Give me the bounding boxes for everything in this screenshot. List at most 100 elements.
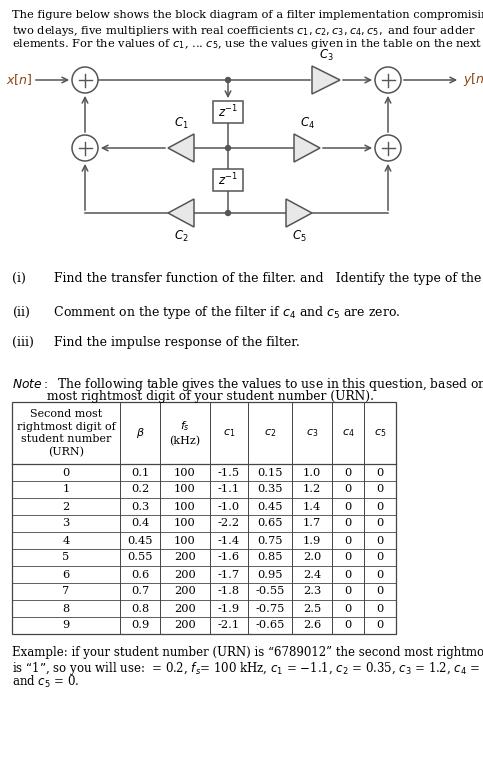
Text: 3: 3 — [62, 518, 70, 528]
Text: Example: if your student number (URN) is “6789012” the second most rightmost dig: Example: if your student number (URN) is… — [12, 646, 483, 659]
Text: 100: 100 — [174, 502, 196, 511]
Text: 0.45: 0.45 — [257, 502, 283, 511]
Text: 200: 200 — [174, 552, 196, 562]
Text: $z^{-1}$: $z^{-1}$ — [218, 172, 238, 188]
Text: 1.4: 1.4 — [303, 502, 321, 511]
Text: $f_s$
(kHz): $f_s$ (kHz) — [170, 419, 200, 446]
Text: -1.8: -1.8 — [218, 587, 240, 597]
FancyBboxPatch shape — [213, 101, 243, 123]
Text: 9: 9 — [62, 621, 70, 631]
Text: 0: 0 — [376, 587, 384, 597]
Text: 0: 0 — [344, 535, 352, 545]
Text: 0.95: 0.95 — [257, 570, 283, 580]
Text: $c_5$: $c_5$ — [374, 427, 386, 439]
Text: $C_4$: $C_4$ — [299, 116, 314, 131]
Text: (ii)      Comment on the type of the filter if $c_4$ and $c_5$ are zero.: (ii) Comment on the type of the filter i… — [12, 304, 400, 321]
Text: $c_4$: $c_4$ — [341, 427, 355, 439]
Text: 0.2: 0.2 — [131, 485, 149, 495]
Text: 0.75: 0.75 — [257, 535, 283, 545]
Text: (iii)     Find the impulse response of the filter.: (iii) Find the impulse response of the f… — [12, 336, 300, 349]
Text: $C_3$: $C_3$ — [319, 48, 333, 63]
Text: 0.4: 0.4 — [131, 518, 149, 528]
Circle shape — [375, 67, 401, 93]
Text: 0: 0 — [344, 570, 352, 580]
Text: $c_3$: $c_3$ — [306, 427, 318, 439]
Text: 0: 0 — [344, 485, 352, 495]
Text: 0: 0 — [344, 621, 352, 631]
Text: 0: 0 — [344, 604, 352, 614]
Text: 0: 0 — [344, 518, 352, 528]
Text: 0.1: 0.1 — [131, 468, 149, 478]
Text: -1.7: -1.7 — [218, 570, 240, 580]
Bar — [12, 402, 396, 634]
Text: 0: 0 — [344, 587, 352, 597]
Text: 1.0: 1.0 — [303, 468, 321, 478]
Text: is “1”, so you will use:  = 0.2, $f_s$= 100 kHz, $c_1$ = $-$1.1, $c_2$ = 0.35, $: is “1”, so you will use: = 0.2, $f_s$= 1… — [12, 660, 483, 677]
Text: 0: 0 — [344, 552, 352, 562]
Text: 100: 100 — [174, 468, 196, 478]
Text: 0: 0 — [344, 502, 352, 511]
Text: 0: 0 — [376, 485, 384, 495]
Text: 2.3: 2.3 — [303, 587, 321, 597]
Text: (i)       Find the transfer function of the filter. and   Identify the type of t: (i) Find the transfer function of the fi… — [12, 272, 483, 285]
Text: $\beta$: $\beta$ — [136, 426, 144, 440]
Text: $\it{Note:}$  The following table gives the values to use in this question, base: $\it{Note:}$ The following table gives t… — [12, 376, 483, 393]
Text: 0: 0 — [376, 552, 384, 562]
Text: 2.4: 2.4 — [303, 570, 321, 580]
Text: $C_1$: $C_1$ — [174, 116, 188, 131]
Text: 0: 0 — [344, 468, 352, 478]
Text: 1.7: 1.7 — [303, 518, 321, 528]
Text: 0.15: 0.15 — [257, 468, 283, 478]
Text: 1.9: 1.9 — [303, 535, 321, 545]
Text: 0: 0 — [376, 468, 384, 478]
Text: 2.6: 2.6 — [303, 621, 321, 631]
Circle shape — [72, 67, 98, 93]
Text: The figure below shows the block diagram of a filter implementation compromising: The figure below shows the block diagram… — [12, 10, 483, 20]
Text: 2.5: 2.5 — [303, 604, 321, 614]
Text: 0: 0 — [376, 502, 384, 511]
Text: -1.4: -1.4 — [218, 535, 240, 545]
Text: $z^{-1}$: $z^{-1}$ — [218, 104, 238, 121]
Circle shape — [226, 78, 230, 82]
Text: 0.55: 0.55 — [127, 552, 153, 562]
Text: 0: 0 — [376, 535, 384, 545]
Text: 0: 0 — [62, 468, 70, 478]
Text: 0: 0 — [376, 518, 384, 528]
Text: 100: 100 — [174, 535, 196, 545]
Text: Second most
rightmost digit of
student number
(URN): Second most rightmost digit of student n… — [16, 409, 115, 457]
Polygon shape — [312, 66, 340, 94]
Text: $c_1$: $c_1$ — [223, 427, 235, 439]
Text: 0.65: 0.65 — [257, 518, 283, 528]
Text: $y[n]$: $y[n]$ — [463, 71, 483, 88]
FancyBboxPatch shape — [213, 169, 243, 191]
Text: $C_5$: $C_5$ — [292, 229, 306, 244]
Text: -1.1: -1.1 — [218, 485, 240, 495]
Text: 0.6: 0.6 — [131, 570, 149, 580]
Text: 0.45: 0.45 — [127, 535, 153, 545]
Text: 200: 200 — [174, 604, 196, 614]
Text: 6: 6 — [62, 570, 70, 580]
Text: 100: 100 — [174, 485, 196, 495]
Polygon shape — [168, 134, 194, 162]
Text: -0.75: -0.75 — [256, 604, 284, 614]
Text: -0.55: -0.55 — [256, 587, 284, 597]
Text: two delays, five multipliers with real coefficients $c_1, c_2, c_3, c_4, c_5,$ a: two delays, five multipliers with real c… — [12, 24, 475, 38]
Text: $c_2$: $c_2$ — [264, 427, 276, 439]
Text: 4: 4 — [62, 535, 70, 545]
Circle shape — [226, 145, 230, 151]
Text: elements. For the values of $c_1$, ... $c_5$, use the values given in the table : elements. For the values of $c_1$, ... $… — [12, 37, 483, 51]
Text: 200: 200 — [174, 570, 196, 580]
Text: 0: 0 — [376, 604, 384, 614]
Text: 0: 0 — [376, 621, 384, 631]
Text: 0.35: 0.35 — [257, 485, 283, 495]
Text: most rightmost digit of your student number (URN).: most rightmost digit of your student num… — [12, 390, 374, 403]
Text: 7: 7 — [62, 587, 70, 597]
Text: 0.8: 0.8 — [131, 604, 149, 614]
Text: -2.2: -2.2 — [218, 518, 240, 528]
Polygon shape — [168, 199, 194, 227]
Text: -1.9: -1.9 — [218, 604, 240, 614]
Text: -2.1: -2.1 — [218, 621, 240, 631]
Text: 0.85: 0.85 — [257, 552, 283, 562]
Text: and $c_5$ = 0.: and $c_5$ = 0. — [12, 674, 79, 690]
Circle shape — [72, 135, 98, 161]
